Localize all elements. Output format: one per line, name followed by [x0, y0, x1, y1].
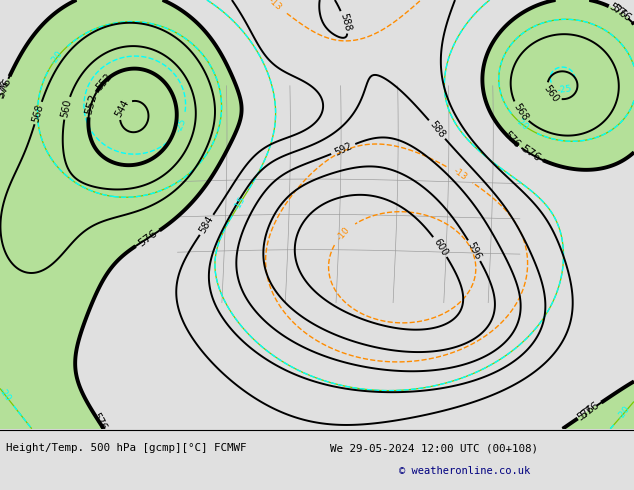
Text: 552: 552 [94, 72, 114, 93]
Text: 560: 560 [60, 98, 74, 118]
Text: 576: 576 [578, 400, 601, 421]
Text: -13: -13 [266, 0, 283, 12]
Text: -25: -25 [174, 117, 188, 134]
Text: 576: 576 [519, 144, 541, 164]
Text: We 29-05-2024 12:00 UTC (00+108): We 29-05-2024 12:00 UTC (00+108) [330, 443, 538, 453]
Text: 588: 588 [427, 119, 446, 140]
Text: 568: 568 [31, 103, 46, 123]
Text: 596: 596 [465, 240, 483, 261]
Text: 576: 576 [90, 411, 108, 432]
Text: 600: 600 [431, 237, 450, 257]
Text: 544: 544 [113, 98, 131, 119]
Text: 576: 576 [576, 403, 597, 422]
Text: -13: -13 [451, 167, 469, 182]
Text: 576: 576 [136, 228, 159, 248]
Text: -20: -20 [49, 49, 65, 66]
Text: -20: -20 [616, 404, 632, 421]
Text: 552: 552 [84, 93, 99, 116]
Text: 576: 576 [0, 77, 13, 100]
Text: 576: 576 [0, 79, 11, 100]
Text: © weatheronline.co.uk: © weatheronline.co.uk [399, 466, 531, 476]
Text: -25: -25 [556, 84, 572, 95]
Text: 568: 568 [511, 101, 529, 122]
Text: -20: -20 [514, 116, 531, 132]
Text: Height/Temp. 500 hPa [gcmp][°C] FCMWF: Height/Temp. 500 hPa [gcmp][°C] FCMWF [6, 443, 247, 453]
Text: 588: 588 [338, 12, 353, 32]
Text: 576: 576 [501, 130, 522, 150]
Text: -10: -10 [335, 225, 351, 242]
Text: 584: 584 [198, 214, 216, 235]
Text: -20: -20 [0, 386, 13, 403]
Text: -15: -15 [233, 195, 247, 212]
Text: 576: 576 [607, 1, 628, 21]
Text: 592: 592 [333, 141, 354, 157]
Text: 560: 560 [541, 83, 560, 104]
Text: 576: 576 [610, 3, 633, 24]
